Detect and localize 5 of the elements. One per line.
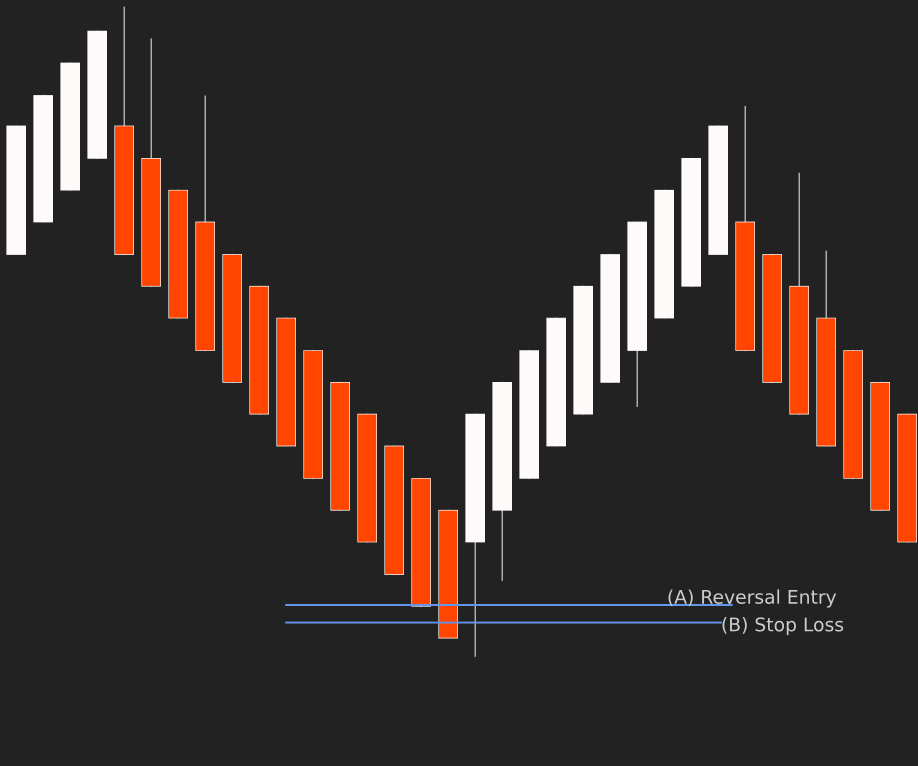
ref-line-label: (B) Stop Loss bbox=[722, 617, 844, 636]
candlestick bbox=[87, 30, 107, 159]
candlestick bbox=[141, 38, 161, 287]
candlestick bbox=[465, 414, 485, 657]
ref-line-label: (A) Reversal Entry bbox=[668, 589, 836, 608]
